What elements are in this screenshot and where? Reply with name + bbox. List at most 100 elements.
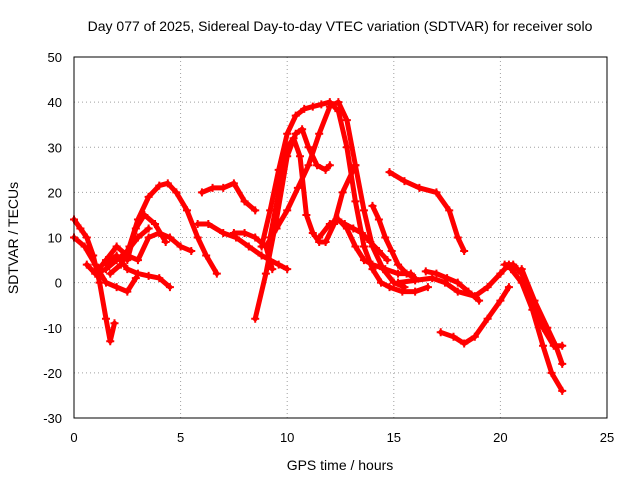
series-line xyxy=(92,230,194,277)
y-tick-label: -20 xyxy=(43,366,62,381)
data-point-marker xyxy=(144,224,153,233)
data-point-marker xyxy=(176,242,185,251)
data-point-marker xyxy=(528,305,537,314)
series-line xyxy=(387,169,467,254)
data-point-marker xyxy=(165,233,174,242)
data-point-marker xyxy=(82,260,91,269)
data-point-marker xyxy=(212,269,221,278)
data-point-marker xyxy=(283,206,292,215)
data-point-marker xyxy=(334,98,343,107)
data-point-marker xyxy=(151,219,160,228)
data-point-marker xyxy=(483,314,492,323)
data-point-marker xyxy=(101,260,110,269)
data-point-marker xyxy=(131,274,140,283)
series-arc-15 xyxy=(315,215,415,278)
data-point-marker xyxy=(313,161,322,170)
data-point-marker xyxy=(106,337,115,346)
data-point-marker xyxy=(298,125,307,134)
data-point-marker xyxy=(123,287,132,296)
data-point-marker xyxy=(530,296,539,305)
data-point-marker xyxy=(325,102,334,111)
x-tick-labels: 0 5 10 15 20 25 xyxy=(70,430,614,445)
x-tick-label: 5 xyxy=(177,430,184,445)
data-point-marker xyxy=(193,233,202,242)
y-tick-label: 10 xyxy=(48,231,62,246)
chart-title: Day 077 of 2025, Sidereal Day-to-day VTE… xyxy=(88,18,593,34)
y-tick-label: -10 xyxy=(43,321,62,336)
data-point-marker xyxy=(558,386,567,395)
series-arc-2 xyxy=(70,233,140,296)
plot-frame xyxy=(73,56,608,419)
data-point-marker xyxy=(387,247,396,256)
data-point-marker xyxy=(315,233,324,242)
data-point-marker xyxy=(257,251,266,260)
data-point-marker xyxy=(325,161,334,170)
data-point-marker xyxy=(359,206,368,215)
data-point-marker xyxy=(338,188,347,197)
data-point-marker xyxy=(197,188,206,197)
data-point-marker xyxy=(500,260,509,269)
data-point-marker xyxy=(443,274,452,283)
series-arc-7 xyxy=(123,210,170,265)
data-point-marker xyxy=(123,265,132,274)
data-point-marker xyxy=(112,242,121,251)
data-point-marker xyxy=(423,283,432,292)
data-point-marker xyxy=(351,242,360,251)
data-point-marker xyxy=(244,242,253,251)
data-point-marker xyxy=(163,179,172,188)
series-line xyxy=(395,262,520,299)
data-point-marker xyxy=(268,265,277,274)
data-point-marker xyxy=(308,102,317,111)
series-arc-6 xyxy=(101,251,174,292)
data-point-marker xyxy=(415,183,424,192)
data-point-marker xyxy=(321,165,330,174)
series-arc-22 xyxy=(500,260,567,350)
data-point-marker xyxy=(229,228,238,237)
data-point-marker xyxy=(144,233,153,242)
data-point-marker xyxy=(110,319,119,328)
data-point-marker xyxy=(368,260,377,269)
series-arc-9 xyxy=(197,179,260,215)
data-point-marker xyxy=(351,197,360,206)
data-point-marker xyxy=(91,260,100,269)
data-point-marker xyxy=(321,238,330,247)
data-point-marker xyxy=(453,278,462,287)
data-point-marker xyxy=(208,183,217,192)
data-point-marker xyxy=(453,233,462,242)
data-point-marker xyxy=(112,251,121,260)
data-point-marker xyxy=(202,251,211,260)
data-point-marker xyxy=(342,116,351,125)
data-point-marker xyxy=(394,269,403,278)
data-point-marker xyxy=(274,260,283,269)
data-point-marker xyxy=(366,238,375,247)
data-point-marker xyxy=(475,296,484,305)
data-point-marker xyxy=(283,129,292,138)
data-point-marker xyxy=(172,188,181,197)
data-point-marker xyxy=(274,165,283,174)
data-point-marker xyxy=(394,260,403,269)
data-point-marker xyxy=(547,368,556,377)
data-point-marker xyxy=(240,197,249,206)
data-point-marker xyxy=(112,283,121,292)
data-point-marker xyxy=(289,134,298,143)
x-tick-label: 15 xyxy=(387,430,401,445)
data-point-marker xyxy=(470,332,479,341)
data-point-marker xyxy=(445,206,454,215)
series-line xyxy=(316,216,414,277)
data-point-marker xyxy=(460,247,469,256)
data-point-marker xyxy=(558,359,567,368)
y-tick-label: 40 xyxy=(48,95,62,110)
data-point-marker xyxy=(291,129,300,138)
data-point-marker xyxy=(229,179,238,188)
series-arc-13 xyxy=(257,98,432,296)
data-point-marker xyxy=(460,339,469,348)
data-point-marker xyxy=(381,233,390,242)
data-point-marker xyxy=(293,183,302,192)
data-point-marker xyxy=(261,242,270,251)
data-point-marker xyxy=(507,265,516,274)
data-point-marker xyxy=(374,215,383,224)
y-tick-label: -30 xyxy=(43,411,62,426)
series-arc-20 xyxy=(421,267,484,305)
data-point-marker xyxy=(483,283,492,292)
